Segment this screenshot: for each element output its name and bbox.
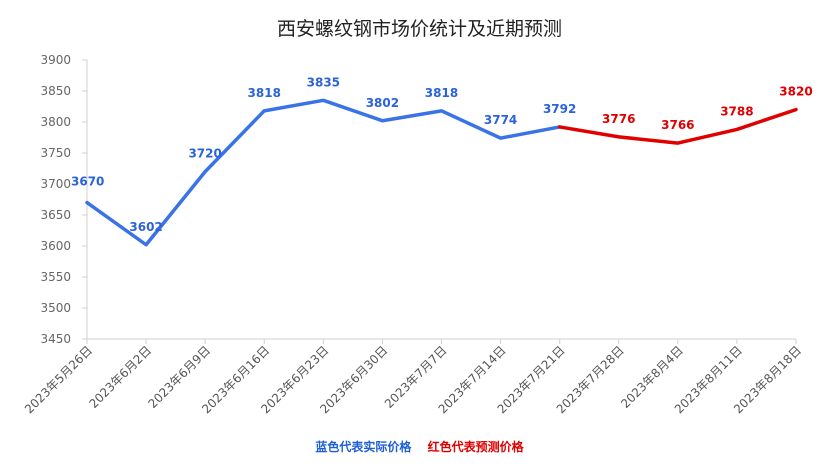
data-label: 3720 xyxy=(188,147,221,161)
data-label: 3792 xyxy=(543,102,576,116)
data-label: 3602 xyxy=(129,220,162,234)
y-tick-label: 3450 xyxy=(40,332,71,346)
legend-forecast: 红色代表预测价格 xyxy=(427,440,524,454)
y-tick-label: 3750 xyxy=(40,146,71,160)
x-tick-label: 2023年8月4日 xyxy=(618,343,686,411)
forecast-price-line xyxy=(557,107,798,145)
x-tick-label: 2023年6月9日 xyxy=(146,343,214,411)
data-label: 3670 xyxy=(71,175,104,189)
data-label: 3818 xyxy=(425,86,458,100)
legend: 蓝色代表实际价格 红色代表预测价格 xyxy=(0,438,839,455)
y-tick-label: 3600 xyxy=(40,239,71,253)
y-tick-label: 3900 xyxy=(40,53,71,67)
y-tick-label: 3850 xyxy=(40,84,71,98)
x-tick-label: 2023年6月2日 xyxy=(86,343,154,411)
y-tick-label: 3550 xyxy=(40,270,71,284)
data-label: 3802 xyxy=(366,96,399,110)
data-label: 3774 xyxy=(484,113,517,127)
data-label: 3766 xyxy=(661,118,694,132)
y-tick-label: 3800 xyxy=(40,115,71,129)
x-tick-label: 2023年7月7日 xyxy=(382,343,450,411)
legend-actual: 蓝色代表实际价格 xyxy=(315,440,412,454)
actual-price-line xyxy=(85,98,562,247)
y-tick-label: 3650 xyxy=(40,208,71,222)
chart-title: 西安螺纹钢市场价统计及近期预测 xyxy=(276,18,562,40)
data-label: 3788 xyxy=(720,104,753,118)
data-label: 3818 xyxy=(248,86,281,100)
data-label: 3776 xyxy=(602,112,635,126)
y-tick-label: 3700 xyxy=(40,177,71,191)
data-label: 3835 xyxy=(307,75,340,89)
y-tick-label: 3500 xyxy=(40,301,71,315)
data-label: 3820 xyxy=(779,85,812,99)
x-tick-label: 2023年5月26日 xyxy=(22,343,95,416)
